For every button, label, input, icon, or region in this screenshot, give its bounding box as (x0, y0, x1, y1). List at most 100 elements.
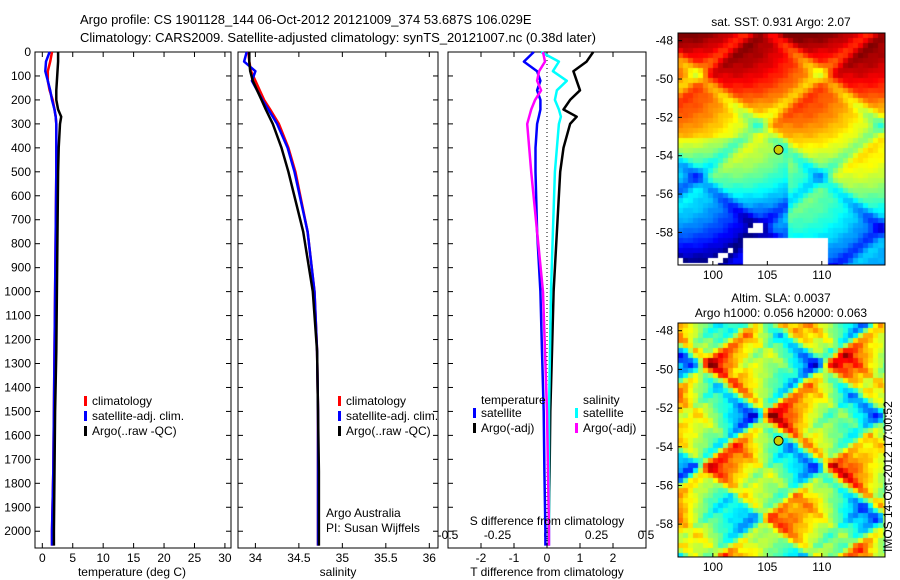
legend-s-argo: Argo(-adj) (583, 421, 636, 435)
sla-map-title-2: Argo h1000: 0.056 h2000: 0.063 (695, 306, 867, 320)
x-tick-label: 2 (610, 551, 617, 565)
s-diff-tick-label: -0.5 (438, 528, 459, 542)
legend-swatch-argo (84, 426, 87, 436)
temperature-panel: 0100200300400500600700800900100011001200… (4, 45, 232, 565)
y-tick-label: 500 (11, 165, 31, 179)
lon-tick-label: 100 (703, 560, 723, 574)
x-tick-label: 0 (544, 551, 551, 565)
s-diff-tick-label: 0.25 (585, 528, 609, 542)
map-frame (677, 322, 886, 558)
legend-swatch-t-satellite (473, 408, 476, 418)
series-line-argo-raw-qc- (52, 52, 63, 546)
legend-swatch-argo (338, 426, 341, 436)
y-tick-label: 1100 (5, 309, 31, 323)
legend-satellite: satellite-adj. clim. (346, 409, 438, 423)
t-diff-xlabel: T difference from climatology (470, 565, 624, 579)
s-diff-tick-label: -0.25 (484, 528, 512, 542)
x-tick-label: -1 (509, 551, 520, 565)
legend-temperature-header: temperature (481, 393, 546, 407)
legend-salinity-header: salinity (583, 393, 620, 407)
salinity-legend: climatology satellite-adj. clim. Argo(..… (338, 394, 438, 438)
lat-tick-label: -50 (656, 72, 674, 86)
argo-location-marker (773, 435, 784, 446)
y-tick-label: 1800 (4, 476, 31, 490)
series-line-salinity-argo-adj- (525, 51, 551, 546)
y-tick-label: 800 (11, 237, 31, 251)
legend-swatch-climatology (338, 396, 341, 406)
legend-s-satellite: satellite (583, 406, 624, 420)
legend-climatology: climatology (346, 394, 406, 408)
x-tick-label: 0 (39, 551, 46, 565)
series-line-salinity-satellite (540, 50, 569, 546)
y-tick-label: 0 (24, 45, 31, 59)
legend-argo: Argo(..raw -QC) (346, 424, 431, 438)
plot-frame (34, 51, 232, 549)
legend-swatch-s-argo (575, 423, 578, 433)
lat-tick-label: -56 (656, 478, 674, 492)
sst-map-panel: 100 105 110 -48 -50 -52 -54 -56 -58 (656, 32, 886, 282)
title-line-1: Argo profile: CS 1901128_144 06-Oct-2012… (80, 12, 532, 27)
series-line-temperature-satellite (522, 51, 547, 546)
lon-tick-label: 110 (812, 268, 831, 282)
y-tick-label: 1000 (4, 285, 31, 299)
legend-swatch-climatology (84, 396, 87, 406)
y-tick-label: 1600 (4, 428, 31, 442)
temperature-xlabel: temperature (deg C) (78, 565, 186, 579)
x-tick-label: -2 (476, 551, 487, 565)
lat-tick-label: -54 (656, 440, 674, 454)
salinity-panel: 34 34.5 35 35.5 36 (237, 51, 439, 565)
lat-tick-label: -56 (656, 187, 674, 201)
series-line-temperature-argo-adj- (547, 51, 595, 546)
lat-tick-label: -58 (656, 517, 674, 531)
title-line-2: Climatology: CARS2009. Satellite-adjuste… (80, 30, 596, 45)
x-tick-label: 25 (188, 551, 202, 565)
lon-tick-label: 110 (812, 560, 831, 574)
lat-tick-label: -48 (656, 34, 674, 48)
y-tick-label: 1200 (4, 333, 31, 347)
lon-tick-label: 105 (757, 268, 777, 282)
legend-t-argo: Argo(-adj) (481, 421, 534, 435)
y-tick-label: 200 (11, 93, 31, 107)
plot-frame (237, 51, 439, 549)
y-tick-label: 900 (11, 261, 31, 275)
y-tick-label: 400 (11, 141, 31, 155)
x-tick-label: 35.5 (374, 551, 398, 565)
x-tick-label: 15 (127, 551, 141, 565)
y-tick-label: 1700 (4, 452, 31, 466)
sla-map-panel: 100 105 110 -48 -50 -52 -54 -56 -58 (656, 322, 886, 574)
legend-swatch-satellite (84, 411, 87, 421)
y-tick-label: 1900 (4, 500, 31, 514)
sla-map-title-1: Altim. SLA: 0.0037 (731, 291, 831, 305)
imos-timestamp: IMOS 14-Oct-2012 17:00:52 (881, 401, 895, 552)
y-tick-label: 100 (11, 69, 31, 83)
x-tick-label: 34.5 (287, 551, 311, 565)
y-tick-label: 2000 (4, 524, 31, 538)
y-tick-label: 600 (11, 189, 31, 203)
lat-tick-label: -52 (656, 110, 674, 124)
y-tick-label: 1300 (4, 356, 31, 370)
annotation-argo-australia: Argo Australia (326, 506, 401, 520)
y-tick-label: 1500 (4, 404, 31, 418)
x-tick-label: 1 (577, 551, 584, 565)
x-tick-label: 34 (249, 551, 263, 565)
x-tick-label: 30 (218, 551, 232, 565)
x-tick-label: 35 (336, 551, 350, 565)
legend-t-satellite: satellite (481, 406, 522, 420)
y-tick-label: 1400 (4, 380, 31, 394)
lat-tick-label: -52 (656, 401, 674, 415)
lat-tick-label: -48 (656, 324, 674, 338)
difference-legend: temperature satellite Argo(-adj) salinit… (473, 393, 636, 435)
s-diff-label: S difference from climatology (470, 514, 625, 528)
x-tick-label: 5 (69, 551, 76, 565)
annotation-pi: PI: Susan Wijffels (326, 521, 420, 535)
lat-tick-label: -50 (656, 362, 674, 376)
sst-map-title: sat. SST: 0.931 Argo: 2.07 (711, 15, 851, 29)
legend-swatch-satellite (338, 411, 341, 421)
x-tick-label: 20 (157, 551, 171, 565)
difference-panel: -2 -1 0 1 2 -0.5 -0.25 0 0.25 0.5 (438, 50, 655, 565)
series-line-climatology (247, 51, 320, 546)
legend-climatology: climatology (92, 394, 152, 408)
map-frame (677, 32, 886, 266)
lon-tick-label: 100 (703, 268, 723, 282)
